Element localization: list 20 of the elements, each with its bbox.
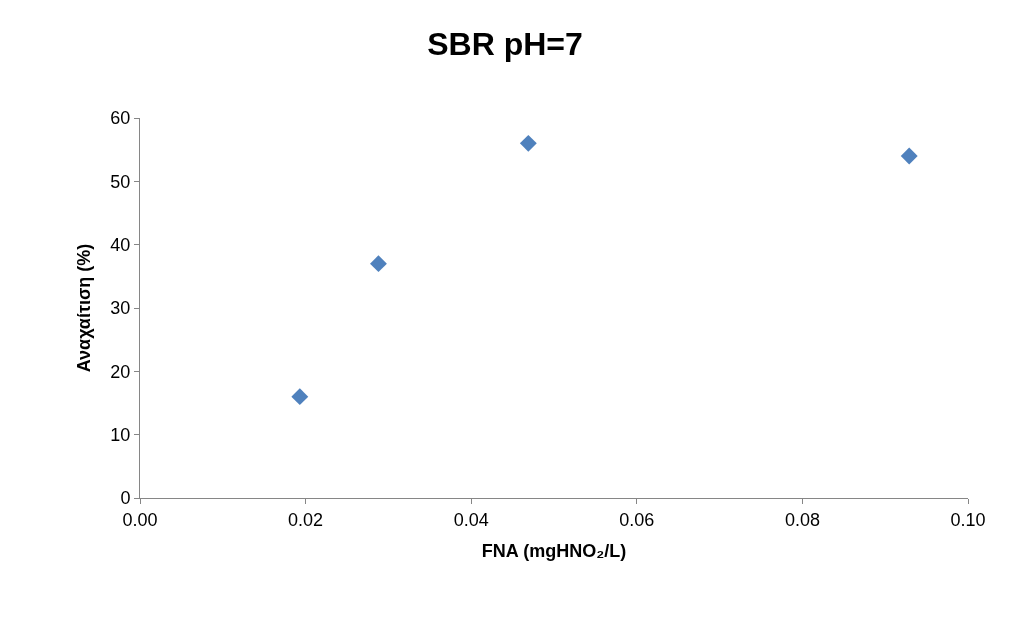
y-tick-label: 20 [110,361,131,382]
y-tick-label: 50 [110,171,131,192]
y-tick-label: 10 [110,424,131,445]
x-tick-label: 0.04 [453,509,489,530]
y-tick-label: 30 [110,298,131,319]
x-tick-label: 0.10 [950,509,986,530]
chart-title: SBR pH=7 [427,25,583,62]
x-tick-label: 0.02 [288,509,324,530]
x-axis-title: FNA (mgHNO₂/L) [481,540,627,561]
y-tick-label: 40 [110,234,131,255]
y-tick-label: 60 [110,108,131,129]
x-tick-label: 0.08 [784,509,820,530]
point [519,134,537,152]
point [291,388,309,406]
point [900,147,918,165]
y-axis-title: Αναχαίτιση (%) [73,243,94,373]
x-tick-label: 0.00 [122,509,158,530]
point [370,255,387,273]
y-tick-label: 0 [120,488,131,509]
x-tick-label: 0.06 [619,509,655,530]
